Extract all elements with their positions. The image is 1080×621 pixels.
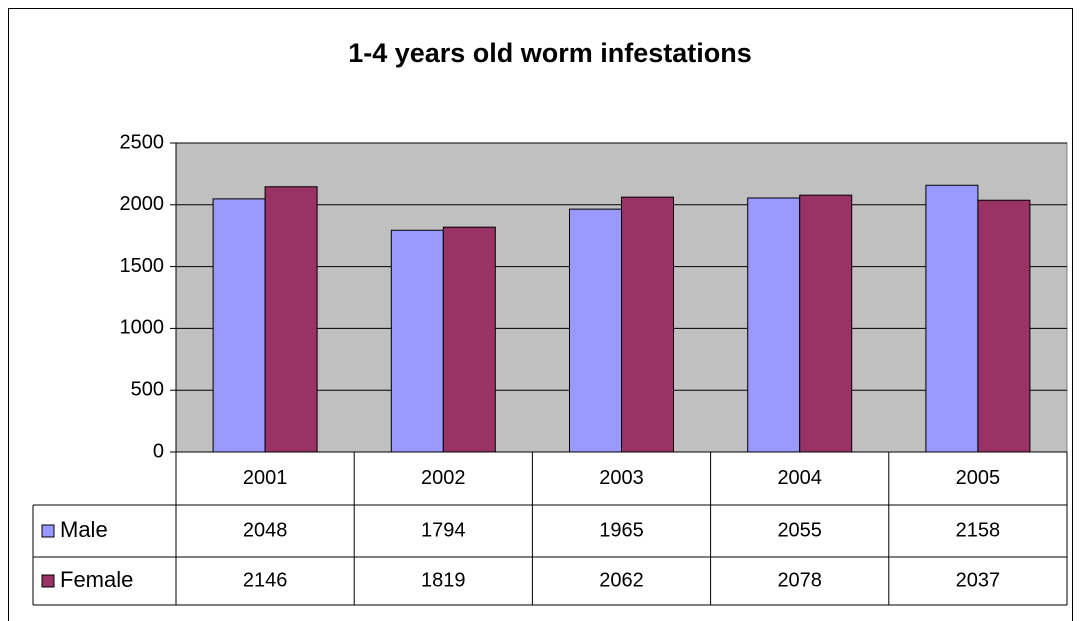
y-tick-label: 0 (153, 440, 164, 462)
legend-label: Female (60, 567, 133, 592)
bar (925, 184, 979, 453)
y-tick-label: 500 (131, 378, 164, 400)
table-value: 1794 (421, 519, 466, 541)
bar (569, 208, 622, 453)
bar (264, 186, 318, 453)
y-tick-label: 1000 (120, 317, 165, 339)
x-tick-label: 2003 (599, 467, 644, 489)
table-value: 1819 (421, 569, 466, 591)
x-tick-label: 2005 (956, 467, 1001, 489)
bar (442, 226, 496, 453)
y-tick-label: 2500 (120, 131, 165, 153)
bar (977, 199, 1031, 453)
bar (212, 198, 266, 453)
chart-title: 1-4 years old worm infestations (348, 38, 752, 68)
bar (747, 197, 801, 453)
bar (390, 229, 444, 453)
table-value: 2062 (599, 569, 644, 591)
table-value: 2146 (243, 569, 288, 591)
legend-key (41, 574, 55, 588)
bar (799, 194, 853, 453)
table-value: 2048 (243, 519, 288, 541)
bar (621, 196, 674, 453)
legend-key (41, 524, 55, 538)
table-value: 2037 (956, 569, 1001, 591)
table-value: 2158 (956, 519, 1001, 541)
y-tick-label: 2000 (120, 193, 165, 215)
x-tick-label: 2002 (421, 467, 466, 489)
table-value: 2078 (777, 569, 822, 591)
x-tick-label: 2001 (243, 467, 288, 489)
table-value: 2055 (777, 519, 822, 541)
table-value: 1965 (599, 519, 644, 541)
y-tick-label: 1500 (120, 255, 165, 277)
x-tick-label: 2004 (777, 467, 822, 489)
legend-label: Male (60, 517, 108, 542)
